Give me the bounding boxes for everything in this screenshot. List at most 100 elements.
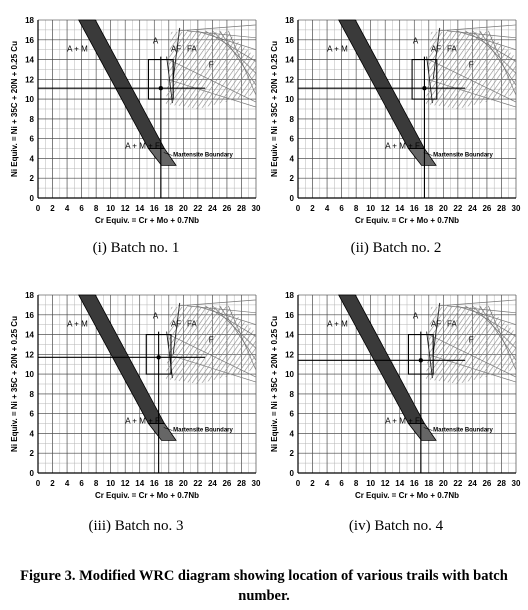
x-tick-label: 22 [453, 204, 462, 213]
region-label-am: A + M [67, 320, 88, 329]
af-fa-boundary [432, 27, 441, 80]
region-label-amf: A + M + F [125, 142, 160, 151]
ferrite-number-line [228, 30, 257, 96]
ferrite-number-line [167, 353, 257, 383]
x-tick-label: 6 [339, 479, 344, 488]
x-tick-label: 24 [208, 479, 217, 488]
martensite-boundary-label: Martensite Boundary [173, 152, 233, 158]
x-tick-label: 26 [222, 204, 231, 213]
region-label-am: A + M [327, 45, 348, 54]
ferrite-number-line [464, 30, 517, 62]
x-tick-label: 6 [79, 204, 84, 213]
ferrite-number-line [479, 30, 517, 86]
composition-point [418, 358, 424, 363]
y-tick-label: 4 [30, 429, 35, 438]
wrc-diagram: 0 2 4 6 8 10 12 14 16 18 20 22 24 26 28 300246810121416… [10, 291, 261, 500]
x-tick-label: 0 [36, 204, 41, 213]
region-label-fa: FA [187, 320, 197, 329]
x-tick-label: 4 [65, 204, 70, 213]
composition-point [156, 355, 161, 360]
x-tick-label: 24 [468, 479, 477, 488]
x-tick-label: 10 [366, 479, 375, 488]
wrc-diagram: 0 2 4 6 8 10 12 14 16 18 20 22 24 26 28 300246810121416… [270, 16, 521, 225]
y-tick-label: 6 [290, 410, 295, 419]
y-tick-label: 8 [290, 390, 295, 399]
region-label-fa: FA [447, 320, 457, 329]
x-tick-label: 30 [252, 204, 261, 213]
x-tick-label: 18 [164, 479, 173, 488]
y-tick-label: 10 [25, 370, 34, 379]
x-tick-label: 12 [121, 204, 130, 213]
ferrite-number-line [178, 24, 257, 32]
y-tick-label: 12 [25, 75, 34, 84]
x-tick-label: 16 [410, 204, 419, 213]
panel-batch-3: 0 2 4 6 8 10 12 14 16 18 20 22 24 26 28 30 0 2 4 6 8 10 12 14 16… [8, 283, 264, 543]
ferrite-number-line [219, 305, 257, 361]
boundary-leader [423, 152, 433, 156]
region-label-f: F [469, 335, 474, 344]
region-label-amf: A + M + F [125, 417, 160, 426]
ferrite-number-line [219, 30, 257, 86]
x-tick-label: 8 [354, 204, 359, 213]
composition-box [147, 59, 174, 100]
ferrite-region [425, 31, 516, 109]
x-tick-label: 28 [237, 204, 246, 213]
x-tick-label: 0 [296, 479, 301, 488]
x-tick-label: 14 [135, 204, 144, 213]
a-af-boundary [426, 331, 433, 379]
y-tick-label: 2 [30, 174, 35, 183]
y-tick-label: 4 [290, 154, 295, 163]
ferrite-region [165, 31, 256, 109]
x-tick-label: 10 [106, 204, 115, 213]
ferrite-number-line [479, 305, 517, 361]
region-label-f: F [209, 335, 214, 344]
ferrite-number-line [178, 299, 257, 307]
composition-point [158, 86, 164, 91]
y-tick-label: 8 [30, 115, 35, 124]
x-tick-label: 20 [439, 479, 448, 488]
ferrite-region [425, 306, 516, 384]
x-tick-label: 24 [468, 204, 477, 213]
x-tick-label: 0 [36, 479, 41, 488]
y-tick-label: 18 [285, 16, 294, 25]
region-label-fa: FA [187, 45, 197, 54]
region-label-am: A + M [67, 45, 88, 54]
region-label-f: F [469, 60, 474, 69]
ferrite-number-line [427, 78, 517, 108]
martensite-boundary-label: Martensite Boundary [173, 427, 233, 433]
region-label-a: A [153, 37, 159, 46]
region-label-af: AF [171, 45, 181, 54]
region-label-af: AF [431, 320, 441, 329]
panel-batch-2: 0 2 4 6 8 10 12 14 16 18 20 22 24 26 28 30 0 2 4 6 8 10 12 14 16… [268, 8, 524, 268]
composition-point [422, 86, 427, 91]
x-tick-label: 26 [482, 479, 491, 488]
x-tick-label: 16 [150, 204, 159, 213]
martensite-band-lower [407, 148, 437, 166]
y-tick-label: 18 [25, 291, 34, 300]
a-af-boundary [426, 56, 433, 104]
y-tick-label: 10 [25, 95, 34, 104]
region-label-amf: A + M + F [385, 142, 420, 151]
y-tick-label: 4 [290, 429, 295, 438]
y-tick-label: 16 [285, 36, 294, 45]
y-tick-label: 8 [290, 115, 295, 124]
region-label-a: A [153, 312, 159, 321]
y-tick-label: 18 [25, 16, 34, 25]
x-tick-label: 4 [65, 479, 70, 488]
x-tick-label: 18 [424, 204, 433, 213]
x-tick-label: 28 [497, 204, 506, 213]
y-tick-label: 6 [30, 410, 35, 419]
martensite-band-lower [407, 423, 437, 441]
ferrite-number-line [168, 334, 257, 378]
y-tick-label: 0 [30, 194, 35, 203]
y-tick-label: 4 [30, 154, 35, 163]
martensite-band-upper [78, 294, 166, 424]
x-tick-label: 18 [164, 204, 173, 213]
boundary-leader [423, 427, 433, 431]
x-tick-label: 4 [325, 204, 330, 213]
x-tick-label: 6 [79, 479, 84, 488]
af-fa-boundary [172, 27, 181, 80]
x-tick-label: 8 [94, 479, 99, 488]
y-tick-label: 16 [285, 311, 294, 320]
wrc-diagram: 0 2 4 6 8 10 12 14 16 18 20 22 24 26 28 300246810121416… [270, 291, 521, 500]
